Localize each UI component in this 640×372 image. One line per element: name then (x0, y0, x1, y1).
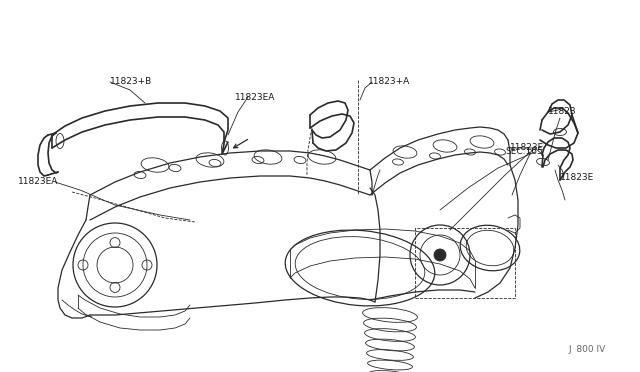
Text: 11823+A: 11823+A (368, 77, 410, 87)
Text: 11823EA: 11823EA (18, 177, 58, 186)
Circle shape (434, 249, 446, 261)
Text: SEC.165: SEC.165 (505, 148, 543, 157)
Text: 11823+B: 11823+B (110, 77, 152, 87)
Text: J  800 IV: J 800 IV (568, 345, 605, 354)
Text: 11823E: 11823E (560, 173, 595, 183)
Text: 11823EA: 11823EA (235, 93, 275, 102)
Bar (415, 228, 515, 298)
Text: 11823: 11823 (548, 108, 577, 116)
Text: 11823E: 11823E (510, 144, 544, 153)
